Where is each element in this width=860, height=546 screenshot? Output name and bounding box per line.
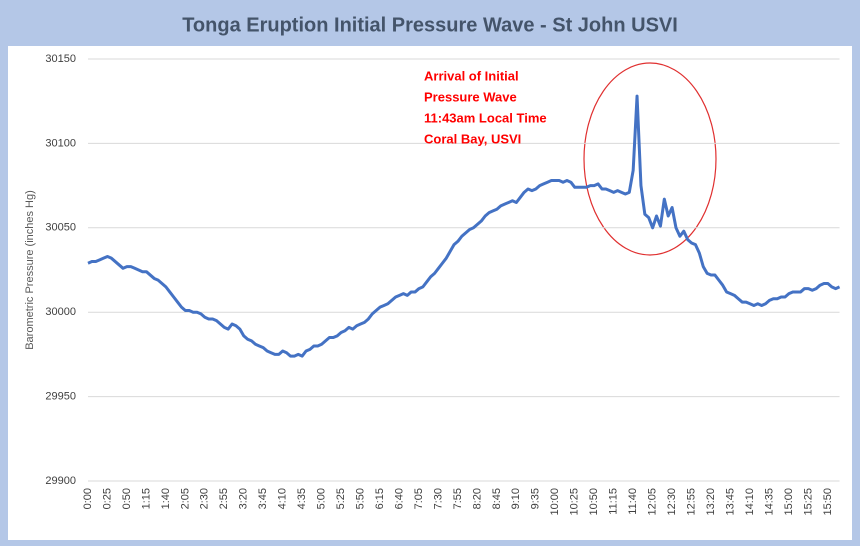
x-tick-label: 2:55 (218, 488, 230, 509)
x-tick-label: 15:50 (822, 488, 834, 516)
x-tick-label: 10:50 (588, 488, 600, 516)
x-tick-label: 12:30 (666, 488, 678, 516)
x-tick-label: 3:20 (238, 488, 250, 509)
y-tick-label: 29900 (45, 475, 76, 487)
highlight-ellipse (583, 62, 717, 256)
x-tick-label: 13:20 (705, 488, 717, 516)
x-tick-label: 3:45 (257, 488, 269, 509)
x-tick-label: 8:45 (491, 488, 503, 509)
x-tick-label: 1:40 (160, 488, 172, 509)
x-tick-label: 8:20 (471, 488, 483, 509)
annotation-line: Arrival of Initial (424, 68, 519, 83)
x-tick-label: 0:25 (101, 488, 113, 509)
annotation-line: Coral Bay, USVI (424, 131, 521, 146)
x-tick-label: 14:10 (744, 488, 756, 516)
x-tick-label: 13:45 (724, 488, 736, 516)
x-tick-label: 6:40 (393, 488, 405, 509)
chart-title: Tonga Eruption Initial Pressure Wave - S… (182, 14, 678, 36)
y-tick-label: 30000 (45, 306, 76, 318)
x-tick-label: 12:55 (685, 488, 697, 516)
x-tick-label: 2:05 (179, 488, 191, 509)
x-tick-label: 14:35 (763, 488, 775, 516)
data-line (87, 94, 841, 358)
x-tick-label: 4:10 (277, 488, 289, 509)
x-tick-label: 12:05 (647, 488, 659, 516)
x-tick-label: 0:50 (121, 488, 133, 509)
x-tick-label: 7:55 (452, 488, 464, 509)
x-tick-label: 15:00 (783, 488, 795, 516)
annotation-line: Pressure Wave (424, 89, 517, 104)
x-tick-label: 5:00 (316, 488, 328, 509)
x-tick-label: 10:25 (569, 488, 581, 516)
y-tick-label: 30150 (45, 53, 76, 65)
x-tick-label: 6:15 (374, 488, 386, 509)
x-tick-label: 0:00 (82, 488, 94, 509)
x-tick-label: 4:35 (296, 488, 308, 509)
y-tick-label: 30100 (45, 137, 76, 149)
x-tick-label: 15:25 (802, 488, 814, 516)
x-tick-label: 9:10 (510, 488, 522, 509)
x-tick-label: 11:40 (627, 488, 639, 515)
x-tick-label: 5:50 (354, 488, 366, 509)
x-tick-label: 1:15 (140, 488, 152, 509)
annotation-line: 11:43am Local Time (424, 110, 547, 125)
y-axis-label: Barometric Pressure (inches Hg) (24, 190, 36, 350)
x-tick-label: 10:00 (549, 488, 561, 516)
x-tick-label: 5:25 (335, 488, 347, 509)
y-tick-label: 30050 (45, 222, 76, 234)
x-tick-label: 7:05 (413, 488, 425, 509)
x-tick-label: 7:30 (432, 488, 444, 509)
x-tick-label: 9:35 (530, 488, 542, 509)
x-tick-label: 11:15 (608, 488, 620, 515)
y-tick-label: 29950 (45, 391, 76, 403)
plot-panel (8, 46, 852, 540)
x-tick-label: 2:30 (199, 488, 211, 509)
